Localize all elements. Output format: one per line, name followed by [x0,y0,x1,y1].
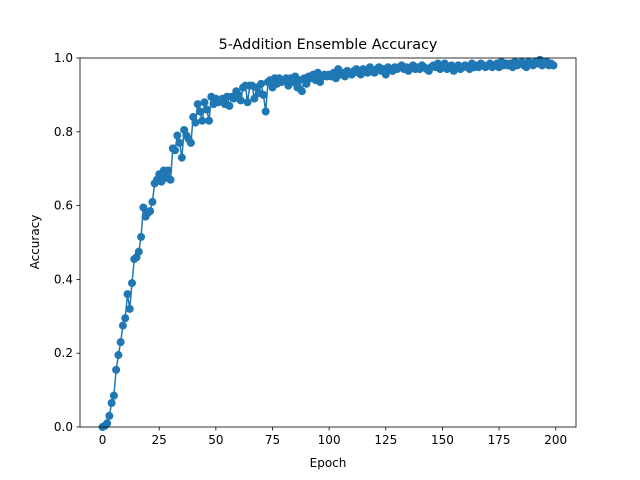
data-point [105,411,114,420]
data-point [177,153,186,162]
data-point [107,399,116,408]
data-point [191,118,200,127]
data-point [164,166,173,175]
data-point [193,100,202,109]
data-point [112,365,121,374]
data-point [173,131,182,140]
x-axis-label: Epoch [310,456,347,470]
data-point [243,98,252,107]
data-point [297,87,306,96]
chart-title: 5-Addition Ensemble Accuracy [219,37,438,53]
data-point [261,107,270,116]
y-tick-label: 0.6 [54,199,73,213]
data-point [250,94,259,103]
x-tick-label: 200 [544,433,567,447]
x-tick-label: 25 [152,433,167,447]
y-tick-label: 0.4 [54,272,73,286]
x-tick-label: 0 [99,433,107,447]
data-point [186,138,195,147]
y-tick-label: 0.0 [54,420,73,434]
data-point [549,61,558,70]
data-point [225,101,234,110]
data-point [134,247,143,256]
data-point [123,290,132,299]
data-point [166,175,175,184]
x-tick-label: 175 [488,433,511,447]
data-point [118,321,127,330]
data-point [114,351,123,360]
y-axis-label: Accuracy [28,215,42,270]
x-tick-label: 100 [318,433,341,447]
data-point [125,304,134,313]
data-point [175,138,184,147]
data-point [205,116,214,125]
data-point [302,79,311,88]
data-point [148,197,157,206]
x-tick-label: 125 [374,433,397,447]
data-point [202,105,211,114]
series-line [102,58,554,428]
data-point [195,107,204,116]
data-point [103,419,112,428]
data-point [200,98,209,107]
data-point [116,338,125,347]
x-tick-label: 75 [265,433,280,447]
plot-frame [79,57,577,428]
data-point [381,70,390,79]
x-tick-label: 50 [208,433,223,447]
data-point [121,314,130,323]
data-point [109,391,118,400]
data-point [236,96,245,105]
data-point [128,279,137,288]
data-point [139,203,148,212]
y-tick-label: 0.8 [54,125,73,139]
data-point [198,116,207,125]
y-tick-label: 1.0 [54,51,73,65]
data-point [257,79,266,88]
data-point [171,146,180,155]
data-point [137,232,146,241]
y-tick-label: 0.2 [54,346,73,360]
data-point [259,90,268,99]
data-point [146,207,155,216]
x-tick-label: 150 [431,433,454,447]
